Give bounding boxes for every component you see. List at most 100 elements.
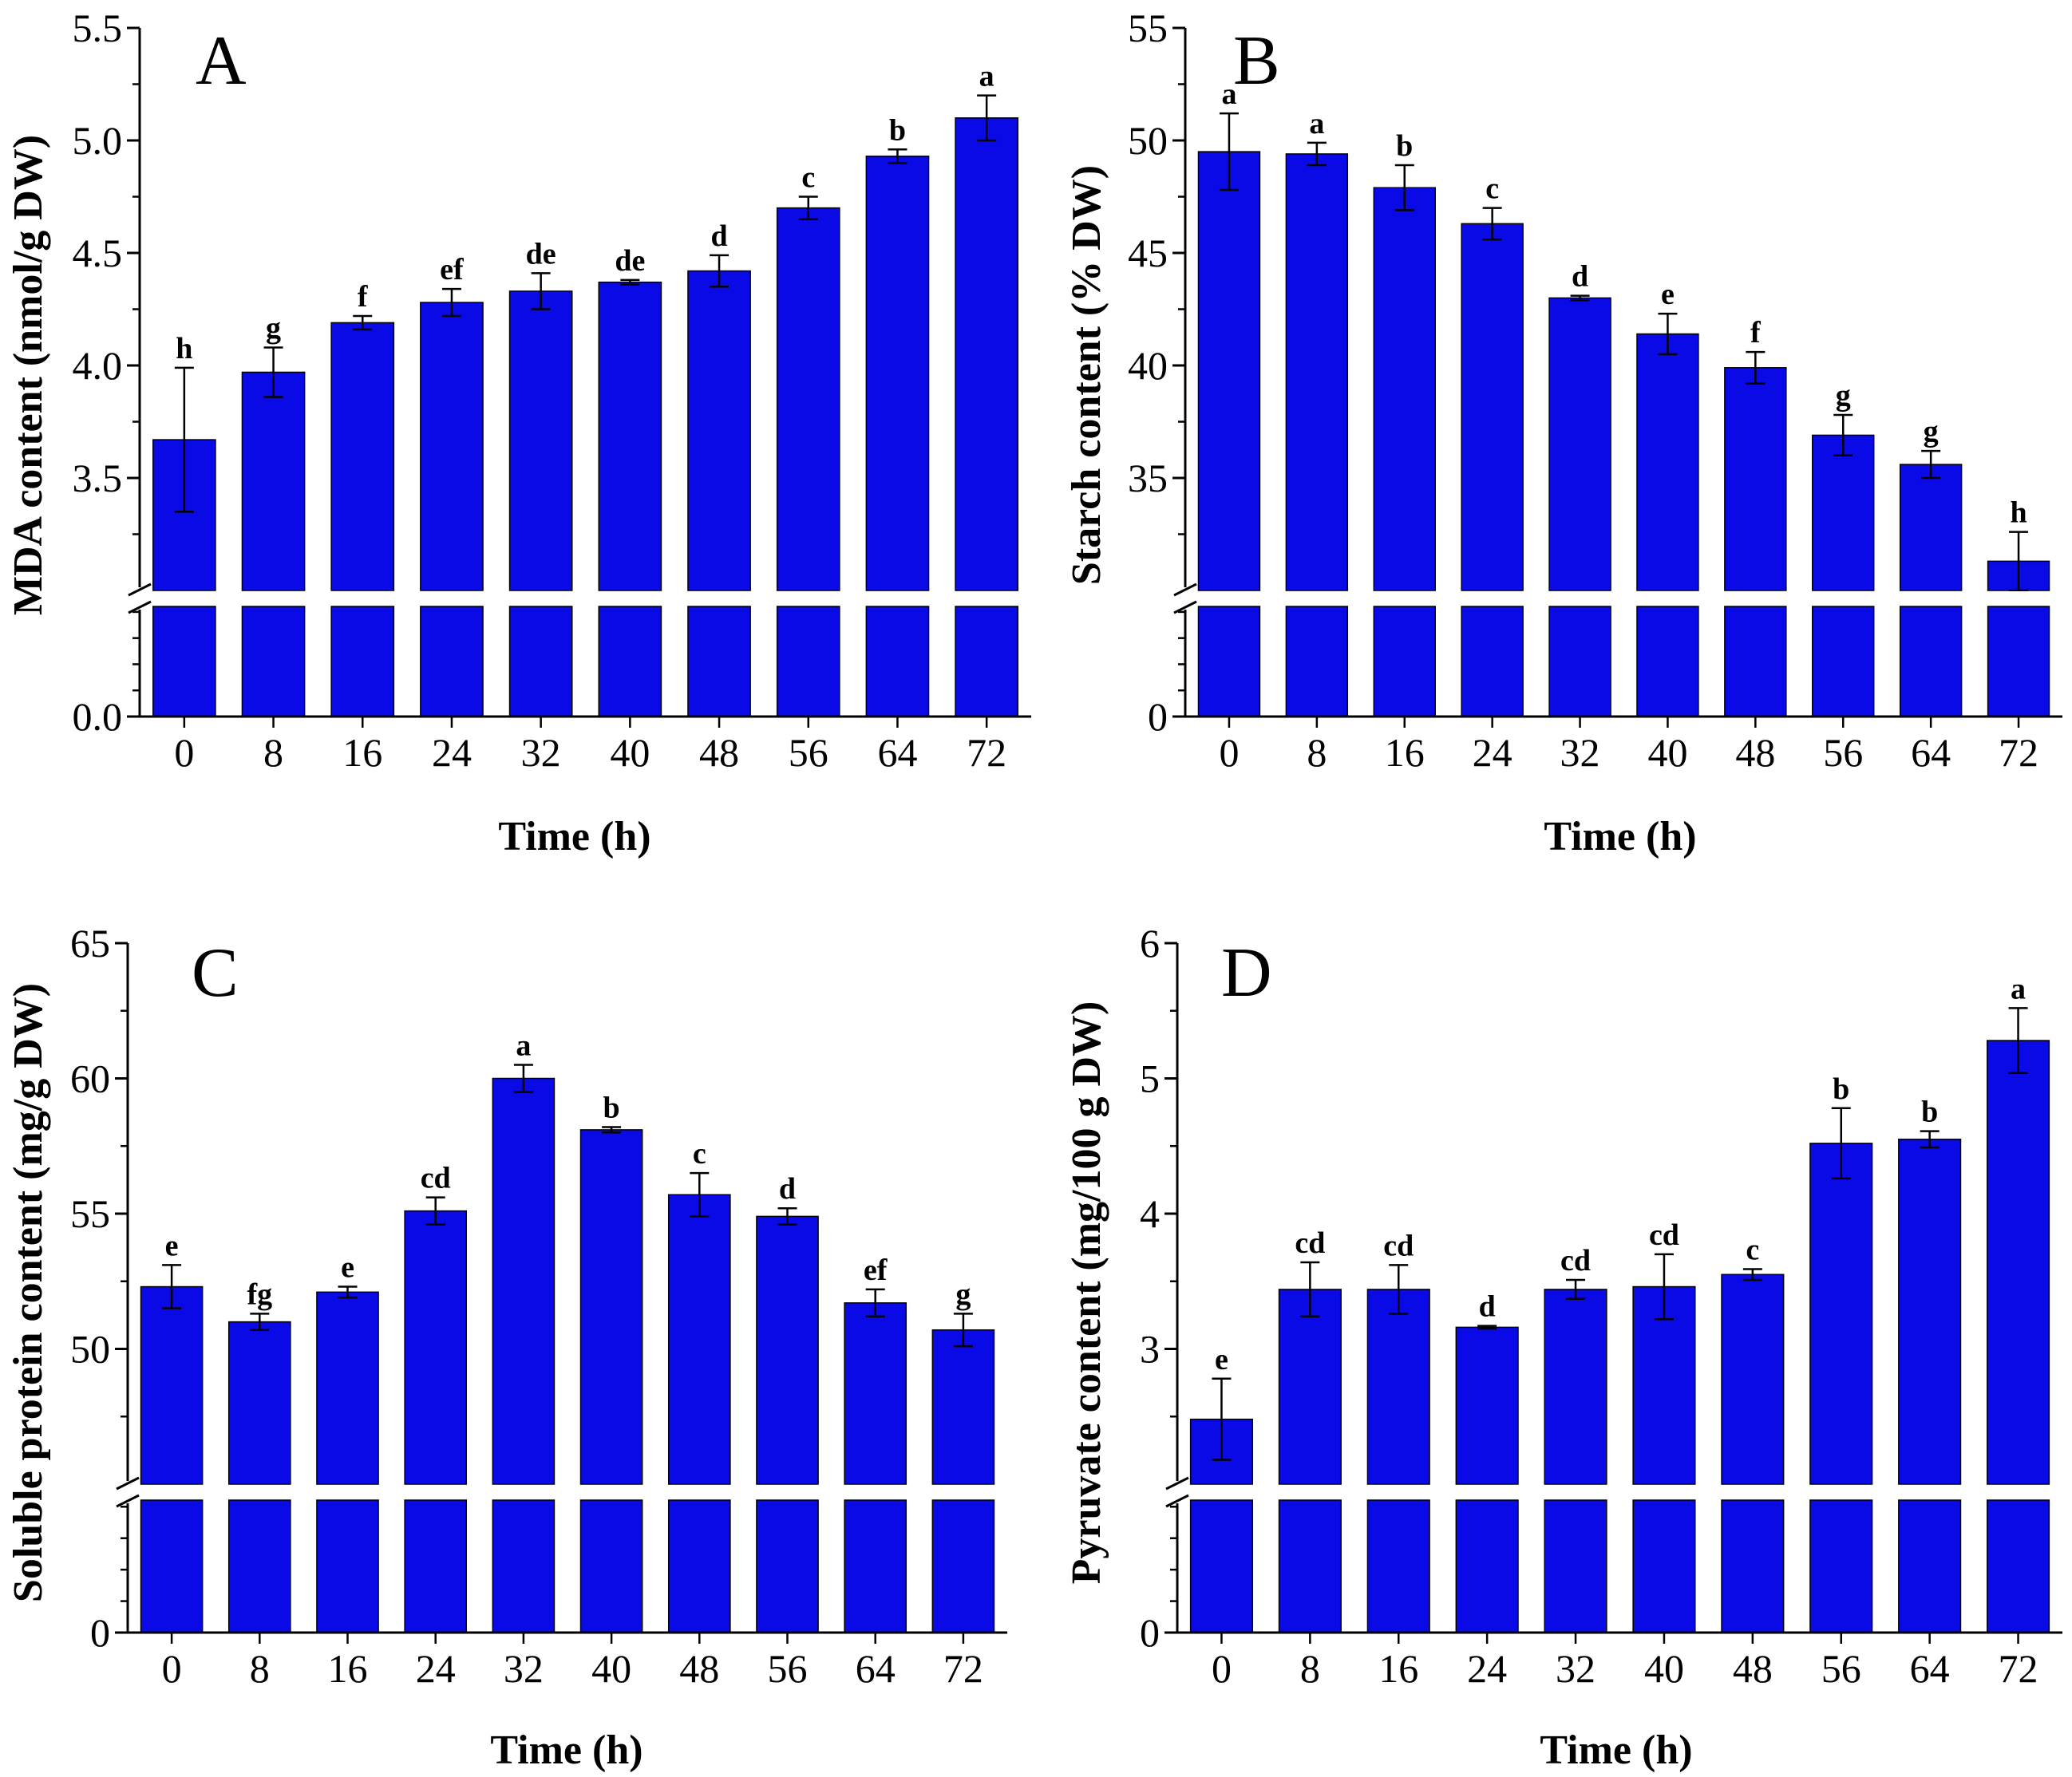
bar-lower <box>1461 606 1524 717</box>
axis-break-mark <box>1165 1494 1189 1508</box>
significance-letter: a <box>1309 107 1324 140</box>
plot-area-a: h 0 g 8 f 16 ef 24 de 32 de 40 d 48 c 56 b 64 a 72 3.5 4.0 4.5… <box>73 6 1031 775</box>
bar <box>492 1077 556 1485</box>
bar-lower <box>598 606 662 717</box>
x-tick-label: 40 <box>1647 730 1687 775</box>
significance-letter: cd <box>1295 1226 1325 1260</box>
bar <box>1278 1289 1342 1485</box>
axis-break-mark <box>116 1476 140 1491</box>
x-axis-label: Time (h) <box>1540 1728 1692 1773</box>
bar <box>865 155 930 591</box>
y-axis-label: Starch content (% DW) <box>1064 165 1109 585</box>
x-axis-label: Time (h) <box>490 1728 643 1773</box>
y-tick-label: 45 <box>1128 231 1168 275</box>
significance-letter: f <box>358 280 369 314</box>
significance-letter: cd <box>421 1162 451 1195</box>
x-tick-label: 0 <box>174 730 194 775</box>
axis-break-mark <box>128 582 152 597</box>
x-tick-label: 40 <box>1644 1646 1684 1691</box>
bar-lower <box>1366 1499 1430 1633</box>
panel-b: B Starch content (% DW) Time (h) <box>1064 22 1697 859</box>
bar <box>1721 1274 1785 1485</box>
significance-letter: a <box>1221 77 1236 111</box>
x-tick-label: 24 <box>1467 1646 1507 1691</box>
bar <box>227 1321 291 1485</box>
significance-letter: b <box>603 1092 620 1125</box>
y-tick-label: 50 <box>70 1327 110 1372</box>
bar <box>598 281 662 591</box>
significance-letter: b <box>1833 1072 1849 1106</box>
bar-lower <box>241 606 306 717</box>
significance-letter: a <box>516 1029 531 1063</box>
bar-lower <box>1721 1499 1785 1633</box>
axis-break-mark <box>1173 600 1197 614</box>
bar-lower <box>1548 606 1611 717</box>
plot-area-c: e 0 fg 8 e 16 cd 24 a 32 b 40 c 48 d 56 ef 64 g 72 50 55 60 65 0 <box>70 921 1007 1691</box>
bar <box>1285 153 1349 591</box>
bar <box>420 302 484 591</box>
x-tick-label: 16 <box>1378 1646 1418 1691</box>
bar <box>579 1129 643 1485</box>
bar-lower <box>579 1499 643 1633</box>
bar <box>667 1194 731 1485</box>
y-tick-label: 60 <box>70 1056 110 1101</box>
y-tick-label: 0 <box>1140 1610 1160 1655</box>
significance-letter: g <box>955 1277 971 1311</box>
panel-label: D <box>1221 934 1272 1012</box>
axis-break-gap <box>1187 591 2061 606</box>
bar-lower <box>330 606 395 717</box>
bar-lower <box>404 1499 468 1633</box>
bar <box>776 207 840 591</box>
bar-lower <box>844 1499 907 1633</box>
significance-letter: fg <box>247 1277 272 1311</box>
x-tick-label: 64 <box>1910 1646 1950 1691</box>
significance-letter: cd <box>1560 1244 1591 1277</box>
bar-lower <box>1455 1499 1519 1633</box>
x-tick-label: 56 <box>1823 730 1863 775</box>
significance-letter: c <box>1746 1233 1759 1266</box>
x-tick-label: 48 <box>679 1646 719 1691</box>
x-tick-label: 8 <box>263 730 283 775</box>
bar <box>955 117 1018 591</box>
x-tick-label: 72 <box>967 730 1006 775</box>
significance-letter: b <box>889 113 906 147</box>
axis-break-mark <box>1165 1476 1189 1491</box>
x-tick-label: 40 <box>591 1646 631 1691</box>
x-tick-label: 24 <box>1473 730 1512 775</box>
y-tick-label: 50 <box>1128 118 1168 163</box>
axis-break-gap <box>141 591 1030 606</box>
bar-lower <box>1197 606 1261 717</box>
x-tick-label: 32 <box>504 1646 544 1691</box>
bar-lower <box>776 606 840 717</box>
bar <box>1373 187 1436 591</box>
y-tick-label: 3 <box>1140 1327 1160 1372</box>
bar-lower <box>1724 606 1787 717</box>
x-tick-label: 16 <box>328 1646 368 1691</box>
significance-letter: c <box>693 1137 706 1171</box>
bar <box>1366 1289 1430 1485</box>
bar-lower <box>687 606 751 717</box>
x-tick-label: 32 <box>1556 1646 1596 1691</box>
panel-d: D Pyruvate content (mg/100 g DW) Time (h… <box>1064 934 1693 1773</box>
y-tick-label: 40 <box>1128 343 1168 388</box>
x-tick-label: 72 <box>1999 730 2038 775</box>
significance-letter: de <box>615 244 645 278</box>
y-tick-label: 0 <box>90 1610 110 1655</box>
bar <box>1986 1040 2050 1485</box>
axis-break-mark <box>128 600 152 614</box>
bar-lower <box>1544 1499 1607 1633</box>
significance-letter: a <box>2011 972 2026 1005</box>
x-tick-label: 24 <box>416 1646 456 1691</box>
plot-area-b: a 0 a 8 b 16 c 24 d 32 e 40 f 48 g 56 g 64 h 72 35 40 45 50 55 0 <box>1128 6 2062 775</box>
significance-letter: h <box>2010 496 2027 530</box>
bar <box>931 1329 995 1485</box>
bar <box>140 1285 204 1485</box>
y-tick-label: 55 <box>70 1191 110 1236</box>
y-axis-label: Pyruvate content (mg/100 g DW) <box>1064 1001 1109 1585</box>
x-tick-label: 16 <box>1385 730 1425 775</box>
x-tick-label: 72 <box>1999 1646 2038 1691</box>
significance-letter: cd <box>1383 1229 1414 1262</box>
axis-break-mark <box>116 1494 140 1508</box>
x-tick-label: 64 <box>877 730 917 775</box>
